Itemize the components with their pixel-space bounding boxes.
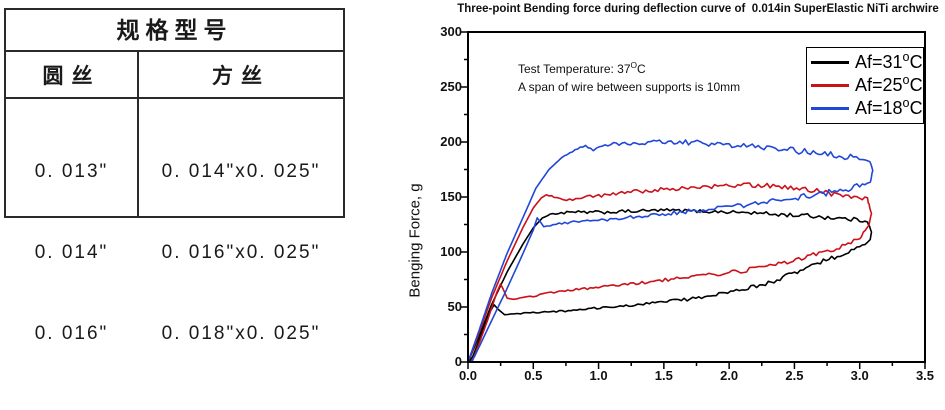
curve-af25 — [468, 182, 873, 362]
x-tick-label: 1.5 — [654, 368, 673, 383]
table-cell: 0. 014"x0. 025" — [161, 161, 321, 182]
y-tick-label: 0 — [454, 354, 462, 369]
legend-line-sample-black — [811, 61, 849, 64]
data-curves — [468, 139, 874, 362]
spec-table: 规格型号 圆丝 方丝 0. 013" 0. 014" 0. 016" 0. 01… — [4, 8, 345, 344]
table-cell: 0. 016" — [34, 323, 109, 344]
table-cell: 0. 016"x0. 025" — [161, 242, 321, 263]
annotation-line-2: A span of wire between supports is 10mm — [518, 80, 741, 94]
table-cell: 0. 013" — [34, 161, 109, 182]
y-tick-label: 200 — [440, 134, 462, 149]
y-tick-label: 100 — [440, 244, 462, 259]
x-tick-label: 0.0 — [458, 368, 478, 383]
curve-af31 — [468, 208, 873, 362]
x-tick-label: 1.0 — [589, 368, 608, 383]
y-tick-label: 300 — [440, 24, 462, 39]
legend-line-sample-blue — [811, 107, 849, 110]
y-tick-label: 50 — [447, 299, 462, 314]
chart-title: Three-point Bending force during deflect… — [457, 3, 939, 15]
x-tick-label: 3.5 — [915, 368, 935, 383]
spec-square-wire-sizes: 0. 014"x0. 025" 0. 016"x0. 025" 0. 018"x… — [137, 99, 343, 344]
spec-table-title: 规格型号 — [6, 10, 343, 52]
legend-label: Af=31oC — [855, 50, 923, 72]
spec-table-header-row: 圆丝 方丝 — [6, 52, 343, 99]
curve-af18 — [468, 139, 874, 362]
spec-round-wire-sizes: 0. 013" 0. 014" 0. 016" — [6, 99, 137, 344]
legend-item-af25: Af=25oC — [811, 74, 923, 97]
spec-col-header-round-wire: 圆丝 — [42, 64, 101, 88]
x-tick-label: 0.5 — [524, 368, 543, 383]
spec-table-body: 0. 013" 0. 014" 0. 016" 0. 014"x0. 025" … — [6, 99, 343, 344]
x-tick-label: 2.5 — [785, 368, 804, 383]
legend-line-sample-red — [811, 84, 849, 87]
y-tick-label: 250 — [440, 79, 462, 94]
plot-frame — [467, 31, 926, 363]
x-tick-label: 3.0 — [850, 368, 869, 383]
y-tick-label: 150 — [440, 189, 462, 204]
legend: Af=31oC Af=25oC Af=18oC — [806, 47, 924, 124]
legend-label: Af=18oC — [855, 96, 923, 118]
legend-item-af31: Af=31oC — [811, 51, 923, 74]
spec-col-header-square-wire: 方丝 — [137, 52, 343, 97]
x-tick-label: 2.0 — [720, 368, 739, 383]
legend-item-af18: Af=18oC — [811, 97, 923, 120]
table-cell: 0. 014" — [34, 242, 109, 263]
chart-annotation: Test Temperature: 37OC A span of wire be… — [518, 60, 740, 96]
annotation-line-1: Test Temperature: 37OC — [518, 60, 646, 76]
table-cell: 0. 018"x0. 025" — [161, 323, 321, 344]
legend-label: Af=25oC — [855, 73, 923, 95]
